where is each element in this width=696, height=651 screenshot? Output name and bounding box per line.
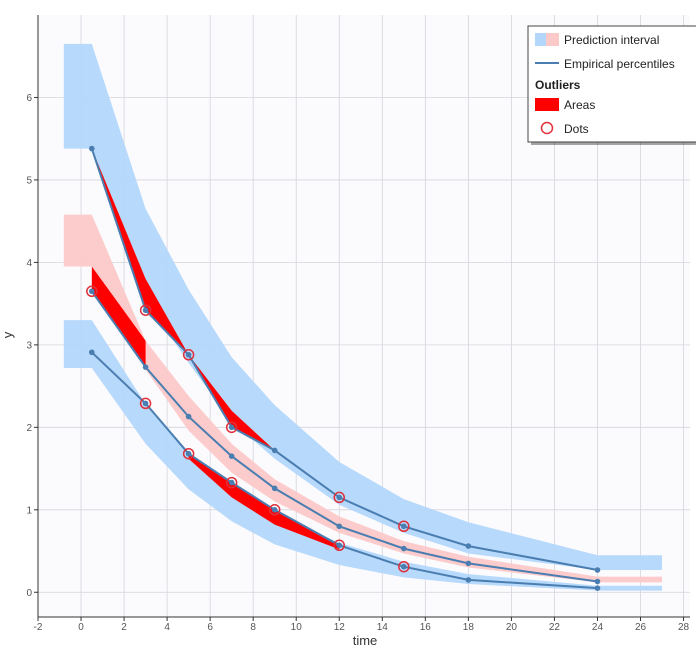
y-tick-label: 3 xyxy=(26,340,32,351)
percentile-point xyxy=(336,494,343,501)
legend-label-dots: Dots xyxy=(564,122,589,136)
outlier-dot xyxy=(333,539,346,552)
legend-swatch-prediction-pink xyxy=(546,33,559,46)
outlier-dot xyxy=(398,520,410,533)
y-tick-label: 0 xyxy=(26,588,32,599)
legend[interactable]: Prediction interval Empirical percentile… xyxy=(527,25,696,145)
legend-label-empirical-percentiles: Empirical percentiles xyxy=(564,57,675,71)
x-tick-label: 28 xyxy=(678,622,690,633)
legend-swatch-areas xyxy=(535,98,559,111)
x-tick-label: 12 xyxy=(334,622,346,633)
outlier-dot xyxy=(225,476,238,489)
percentile-point xyxy=(594,567,601,573)
y-axis-ticks: 0 1 2 3 4 5 6 xyxy=(26,93,38,599)
x-tick-label: 22 xyxy=(549,622,561,633)
x-tick-label: 10 xyxy=(291,622,303,633)
legend-header-outliers: Outliers xyxy=(535,78,581,92)
percentile-point xyxy=(401,563,407,570)
legend-label-areas: Areas xyxy=(564,98,595,112)
percentile-point xyxy=(401,523,407,530)
y-tick-label: 5 xyxy=(26,175,32,186)
percentile-point xyxy=(88,349,95,356)
percentile-point xyxy=(465,577,472,583)
percentile-point xyxy=(142,364,149,370)
percentile-points xyxy=(88,145,601,591)
x-tick-label: -2 xyxy=(34,622,43,633)
percentile-point xyxy=(228,424,235,431)
x-tick-label: 26 xyxy=(635,622,647,633)
y-tick-label: 1 xyxy=(26,505,32,516)
percentile-point xyxy=(88,145,95,152)
percentile-point xyxy=(594,585,601,591)
percentile-point xyxy=(185,450,192,457)
percentile-point xyxy=(401,545,407,552)
legend-swatch-prediction-blue xyxy=(535,33,548,46)
outlier-dot xyxy=(268,504,281,516)
percentile-point xyxy=(465,560,472,567)
outlier-dot xyxy=(182,447,195,460)
y-axis-title: y xyxy=(0,331,15,338)
percentile-point xyxy=(336,523,343,530)
legend-label-prediction-interval: Prediction interval xyxy=(564,33,659,47)
outlier-dot xyxy=(225,421,238,434)
outlier-dot xyxy=(398,560,410,573)
x-tick-label: 0 xyxy=(78,622,84,633)
percentile-point xyxy=(185,413,192,420)
x-tick-label: 6 xyxy=(207,622,213,633)
percentile-point xyxy=(465,543,472,549)
x-axis-ticks: -2 0 2 4 6 8 10 12 14 16 18 20 22 24 26 28 xyxy=(34,617,690,633)
grid-lines xyxy=(37,15,690,617)
x-tick-label: 20 xyxy=(506,622,518,633)
percentile-point xyxy=(142,400,149,407)
percentile-point xyxy=(271,485,278,492)
outlier-dot xyxy=(86,285,98,298)
x-tick-label: 16 xyxy=(420,622,432,633)
percentile-point xyxy=(228,479,235,486)
outlier-dot xyxy=(182,349,195,361)
prediction-band-upper xyxy=(63,43,663,570)
outlier-dots xyxy=(86,285,410,573)
percentile-point xyxy=(228,453,235,459)
legend-swatch-dots xyxy=(540,121,554,135)
percentile-point xyxy=(142,307,149,314)
y-tick-label: 2 xyxy=(26,423,32,434)
y-tick-label: 4 xyxy=(26,258,32,269)
y-tick-label: 6 xyxy=(26,93,32,104)
x-tick-label: 2 xyxy=(121,622,127,633)
percentile-point xyxy=(271,447,278,454)
percentile-point xyxy=(185,351,192,358)
percentile-point xyxy=(88,288,95,295)
outlier-dot xyxy=(139,304,152,316)
percentile-point xyxy=(594,578,601,585)
x-tick-label: 14 xyxy=(377,622,389,633)
outlier-dot xyxy=(139,397,152,410)
outlier-area-1 xyxy=(91,266,146,368)
x-tick-label: 24 xyxy=(592,622,604,633)
percentile-point xyxy=(336,542,343,549)
axes xyxy=(37,15,690,618)
percentile-point xyxy=(271,506,278,513)
x-tick-label: 8 xyxy=(250,622,256,633)
x-axis-title: time xyxy=(353,633,378,648)
prediction-band-median xyxy=(63,214,663,583)
outlier-dot xyxy=(333,491,346,504)
x-tick-label: 18 xyxy=(463,622,475,633)
x-tick-label: 4 xyxy=(164,622,170,633)
